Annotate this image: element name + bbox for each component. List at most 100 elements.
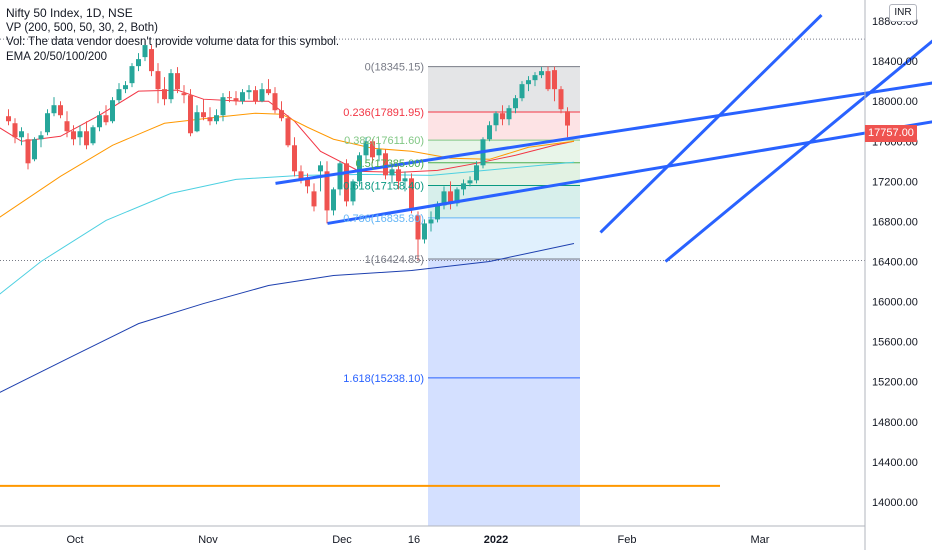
candle-body	[448, 191, 453, 204]
ema-indicator-label[interactable]: EMA 20/50/100/200	[6, 50, 108, 63]
fib-band	[428, 66, 580, 113]
candle-body	[110, 100, 115, 122]
price-tick-label: 16800.00	[872, 216, 918, 228]
candle-body	[337, 163, 343, 190]
time-axis[interactable]: Oct Nov Dec 16 2022 Feb Mar	[66, 534, 769, 546]
candle-body	[6, 116, 11, 122]
candle-body	[506, 108, 512, 120]
candle-body	[38, 135, 44, 140]
time-tick-label: Nov	[198, 534, 218, 546]
candles	[6, 41, 570, 261]
channel-line	[599, 13, 823, 234]
fib-band	[428, 259, 580, 378]
candle-body	[370, 141, 375, 158]
fib-band	[428, 162, 580, 186]
channel-line	[327, 120, 932, 225]
ema100-line	[0, 161, 575, 295]
current-price-label: 17757.00	[865, 125, 917, 142]
candle-body	[519, 84, 525, 99]
candle-body	[207, 117, 213, 122]
time-tick-label: Feb	[618, 534, 637, 546]
candle-body	[415, 215, 421, 240]
candle-body	[259, 89, 265, 102]
candle-body	[409, 178, 414, 210]
candle-body	[123, 85, 128, 90]
candle-body	[402, 178, 408, 182]
fib-level-label: 0.618(17158.40)	[343, 181, 424, 193]
candle-body	[305, 179, 310, 187]
candle-body	[227, 97, 232, 99]
price-tick-label: 17200.00	[872, 176, 918, 188]
fib-band	[428, 217, 580, 260]
candle-body	[565, 111, 570, 126]
candle-body	[435, 205, 440, 220]
candle-body	[90, 127, 96, 144]
vol-indicator-label[interactable]: Vol: The data vendor doesn't provide vol…	[6, 36, 340, 48]
price-tick-label: 14000.00	[872, 497, 918, 509]
price-tick-label: 16400.00	[872, 256, 918, 268]
candle-body	[344, 163, 349, 202]
candle-body	[64, 121, 70, 132]
candle-body	[116, 89, 122, 101]
fib-level-label: 0.382(17611.60)	[344, 135, 424, 147]
candle-body	[19, 131, 24, 138]
candle-body	[77, 131, 83, 138]
fib-level-label: 0.236(17891.95)	[343, 107, 424, 119]
time-tick-label: Oct	[66, 534, 83, 546]
candle-body	[298, 171, 304, 180]
candle-body	[188, 95, 193, 134]
price-tick-label: 15200.00	[872, 377, 918, 389]
candle-body	[526, 80, 531, 85]
candle-body	[324, 171, 330, 211]
symbol-title[interactable]: Nifty 50 Index, 1D, NSE	[6, 6, 133, 20]
fib-retracement	[428, 66, 580, 526]
candle-body	[454, 189, 460, 204]
candle-body	[155, 71, 161, 90]
candle-body	[181, 93, 187, 96]
candle-body	[500, 113, 505, 120]
candle-body	[233, 98, 239, 102]
candle-body	[357, 155, 362, 182]
price-tick-label: 18400.00	[872, 56, 918, 68]
price-tick-label: 15600.00	[872, 337, 918, 349]
candle-body	[487, 125, 492, 140]
candle-body	[266, 89, 271, 94]
time-tick-label: Mar	[751, 534, 770, 546]
ema200-line	[0, 242, 575, 393]
candle-body	[162, 89, 167, 100]
candle-body	[461, 183, 466, 190]
fib-level-label: 1.618(15238.10)	[343, 373, 424, 385]
candle-body	[389, 169, 395, 176]
price-tick-label: 14400.00	[872, 457, 918, 469]
fib-labels: 0(18345.15) 0.236(17891.95) 0.382(17611.60…	[343, 62, 424, 385]
candle-body	[142, 45, 148, 58]
candle-body	[383, 153, 388, 176]
candle-body	[58, 105, 63, 116]
time-tick-label: 2022	[484, 534, 508, 546]
candle-body	[350, 181, 356, 202]
candle-body	[292, 145, 297, 172]
candle-body	[246, 90, 252, 93]
candle-body	[214, 115, 219, 122]
candle-body	[32, 139, 37, 160]
candle-body	[311, 191, 317, 207]
time-tick-label: 16	[408, 534, 420, 546]
channel-lines	[275, 13, 932, 263]
chart-legend: Nifty 50 Index, 1D, NSE VP (200, 500, 50…	[6, 6, 339, 64]
fib-level-label: 0.5(17385.00)	[356, 158, 425, 170]
dotted-levels	[0, 38, 865, 261]
candle-body	[253, 90, 258, 102]
candle-body	[136, 59, 141, 67]
fib-level-label: 0(18345.15)	[365, 62, 424, 74]
vp-indicator-label[interactable]: VP (200, 500, 50, 30, 2, Both)	[6, 21, 158, 34]
candle-body	[129, 66, 135, 84]
candle-body	[168, 73, 174, 100]
candle-body	[272, 93, 278, 111]
candle-body	[220, 97, 226, 116]
ema50-line	[0, 112, 575, 218]
currency-badge[interactable]: INR	[889, 4, 917, 22]
candle-body	[279, 110, 284, 119]
candle-body	[175, 73, 180, 90]
candle-body	[441, 191, 447, 206]
